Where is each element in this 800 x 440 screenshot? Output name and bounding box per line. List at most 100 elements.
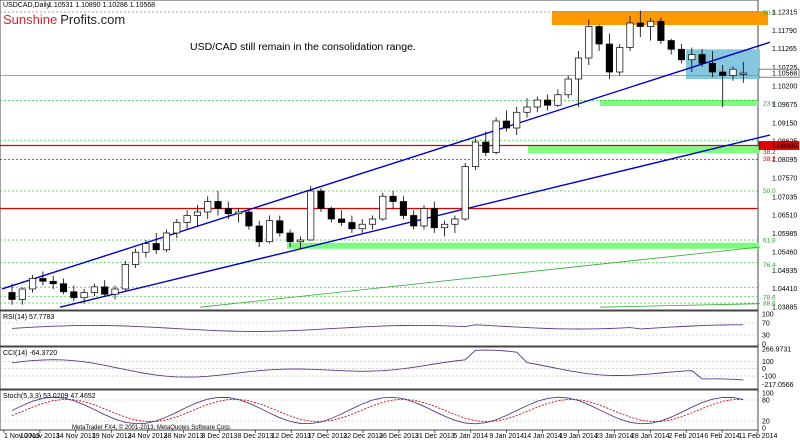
date-tick-label: 31 Dec 2013 xyxy=(415,433,455,440)
date-tick-label: 26 Dec 2013 xyxy=(379,433,419,440)
candle-body xyxy=(739,72,747,75)
candle-body xyxy=(101,286,109,295)
indicator-tick-label: 80 xyxy=(762,398,770,405)
candle-body xyxy=(276,220,284,234)
rsi-panel xyxy=(0,310,759,347)
price-tick-label: 1.10725 xyxy=(772,65,797,72)
date-tick-label: 23 Jan 2014 xyxy=(595,433,634,440)
fib-label: 50.0 xyxy=(763,188,776,195)
candle-body xyxy=(90,286,98,293)
candle-body xyxy=(8,292,16,300)
date-tick-label: 24 Nov 2013 xyxy=(128,433,168,440)
candle-body xyxy=(296,239,304,243)
cci-panel xyxy=(0,346,759,390)
candle-body xyxy=(183,215,191,223)
candle-body xyxy=(162,232,171,251)
price-tick-label: 1.10568 xyxy=(772,71,797,78)
price-tick-label: 1.08500 xyxy=(772,143,797,150)
fibonacci-levels: 50.0 23.6 38.238.2 50.0 61.8 76.4 78.688.6 xyxy=(0,10,776,308)
candle-body xyxy=(420,208,428,227)
price-tick-label: 1.07570 xyxy=(772,176,797,183)
candle-body xyxy=(677,48,686,61)
candle-body xyxy=(80,292,88,299)
chart-header-ohlc: 1.10531 1.10890 1.10286 1.10568 xyxy=(48,2,155,9)
candle-body xyxy=(626,22,634,48)
rsi-title: RSI(14) 57.7783 xyxy=(3,314,54,321)
candle-body xyxy=(132,251,140,265)
candle-body xyxy=(245,211,253,227)
candle-body xyxy=(616,47,624,73)
rsi-line xyxy=(11,324,744,332)
date-tick-label: 11 Feb 2014 xyxy=(739,433,778,440)
date-tick-label: 19 Jan 2014 xyxy=(559,433,598,440)
candle-body xyxy=(585,26,593,59)
candle-body xyxy=(719,71,727,76)
footer-copyright: MetaTrader FX4, © 2001-2013, MetaQuotes … xyxy=(72,424,232,431)
candle-body xyxy=(379,195,387,220)
candle-body xyxy=(111,288,119,295)
candle-body xyxy=(18,288,26,300)
indicator-tick-label: 0 xyxy=(762,342,766,349)
indicator-lines: 10070300266.97311000-100-217.05661008020… xyxy=(0,312,794,433)
price-tick-label: 1.08095 xyxy=(772,157,797,164)
indicator-tick-label: 20 xyxy=(762,419,770,426)
candle-body xyxy=(667,40,675,50)
candle-body xyxy=(255,225,263,243)
price-tick-label: 1.04410 xyxy=(772,286,797,293)
candle-body xyxy=(554,94,562,106)
long-trend-line xyxy=(199,246,761,308)
date-tick-label: 22 Dec 2013 xyxy=(343,433,383,440)
candle-body xyxy=(657,20,665,41)
indicator-tick-label: 100 xyxy=(762,312,774,319)
indicator-tick-label: 266.9731 xyxy=(762,347,791,354)
stoch-signal-line xyxy=(11,398,744,423)
date-tick-label: 12 Dec 2013 xyxy=(271,433,311,440)
date-tick-label: 14 Nov 2013 xyxy=(56,433,96,440)
date-tick-label: 19 Nov 2013 xyxy=(92,433,132,440)
candle-body xyxy=(688,54,696,61)
price-tag xyxy=(758,68,800,78)
candle-body xyxy=(471,141,480,167)
price-tick-label: 1.09675 xyxy=(772,102,797,109)
indicator-tick-label: 30 xyxy=(762,333,770,340)
candle-body xyxy=(317,190,325,209)
cci-line xyxy=(11,349,744,381)
candle-body xyxy=(49,280,57,285)
brand-logo: Sunshine Profits.com xyxy=(3,12,125,27)
candle-body xyxy=(204,201,212,213)
price-tick-label: 1.07035 xyxy=(772,194,797,201)
fib-label: 78.6 xyxy=(763,294,776,301)
candle-body xyxy=(410,215,418,227)
main-panel xyxy=(0,0,759,311)
candle-body xyxy=(389,195,397,202)
candle-body xyxy=(399,201,407,216)
support-zone-green xyxy=(528,146,760,154)
price-tick-label: 1.12315 xyxy=(772,10,797,17)
candle-body xyxy=(729,68,737,76)
candle-body xyxy=(307,190,315,241)
candle-body xyxy=(482,141,490,153)
fib-label: 50.0 xyxy=(763,10,776,17)
chart-annotation: USD/CAD still remain in the consolidatio… xyxy=(190,41,416,53)
candle-body xyxy=(513,111,521,129)
candle-body xyxy=(595,26,603,45)
stoch-main-line xyxy=(11,396,744,425)
candle-body xyxy=(708,62,716,73)
candle-body xyxy=(492,120,500,153)
fib-label: 88.6 xyxy=(763,301,776,308)
date-tick-label: 2 Feb 2014 xyxy=(668,433,704,440)
date-tick-label: 10 Nov 2013 xyxy=(20,433,60,440)
candle-body xyxy=(564,78,572,96)
long-trend-line xyxy=(599,303,761,308)
candle-body xyxy=(286,232,294,243)
candle-body xyxy=(368,218,377,225)
candle-body xyxy=(523,106,531,113)
candle-body xyxy=(574,57,583,80)
candle-body xyxy=(533,99,541,108)
indicator-tick-label: -100 xyxy=(762,374,776,381)
date-tick-label: 1 Nov 2013 xyxy=(4,433,40,440)
price-tick-label: 1.11790 xyxy=(772,28,797,35)
candle-body xyxy=(152,243,160,251)
